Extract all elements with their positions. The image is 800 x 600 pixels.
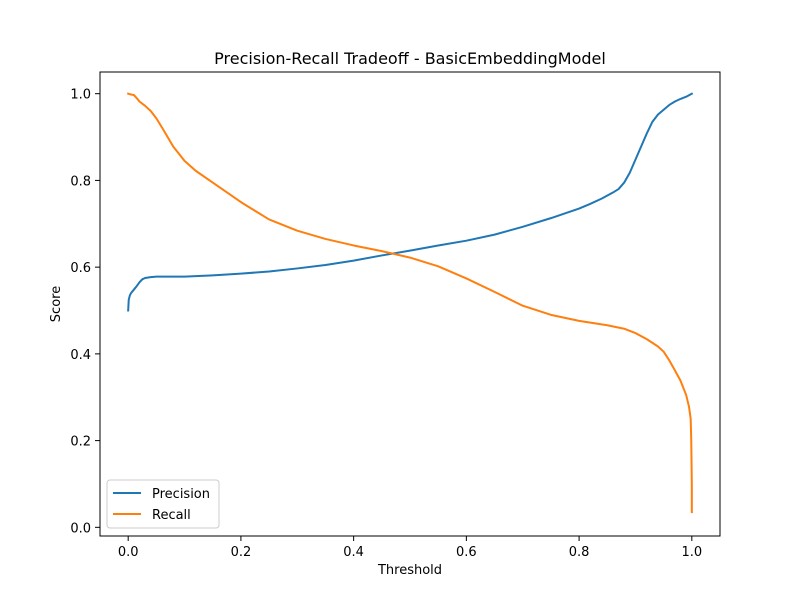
series-line-precision: [127, 92, 694, 312]
x-tick-label: 0.8: [569, 545, 590, 560]
x-tick-label: 0.0: [118, 545, 139, 560]
plot-frame: [99, 71, 721, 537]
legend-label-recall: Recall: [152, 508, 191, 523]
legend-label-precision: Precision: [152, 487, 210, 502]
series-line-recall: [126, 92, 693, 514]
x-tick-label: 0.4: [343, 545, 364, 560]
series-layer: [126, 92, 694, 514]
x-tick-label: 1.0: [681, 545, 702, 560]
y-axis: 0.0 0.2 0.4 0.6 0.8 1.0: [70, 88, 100, 536]
x-axis-label: Threshold: [377, 563, 442, 578]
y-tick-label: 0.0: [70, 521, 91, 536]
y-tick-label: 1.0: [70, 88, 91, 103]
y-tick-label: 0.8: [70, 174, 91, 189]
y-tick-label: 0.2: [70, 435, 91, 450]
chart-title: Precision-Recall Tradeoff - BasicEmbeddi…: [214, 49, 606, 68]
y-tick-label: 0.4: [70, 348, 91, 363]
y-tick-label: 0.6: [70, 261, 91, 276]
x-tick-label: 0.6: [456, 545, 477, 560]
y-axis-label: Score: [49, 286, 64, 322]
legend: Precision Recall: [106, 479, 220, 529]
x-tick-label: 0.2: [231, 545, 252, 560]
x-axis: 0.0 0.2 0.4 0.6 0.8 1.0: [118, 536, 702, 560]
